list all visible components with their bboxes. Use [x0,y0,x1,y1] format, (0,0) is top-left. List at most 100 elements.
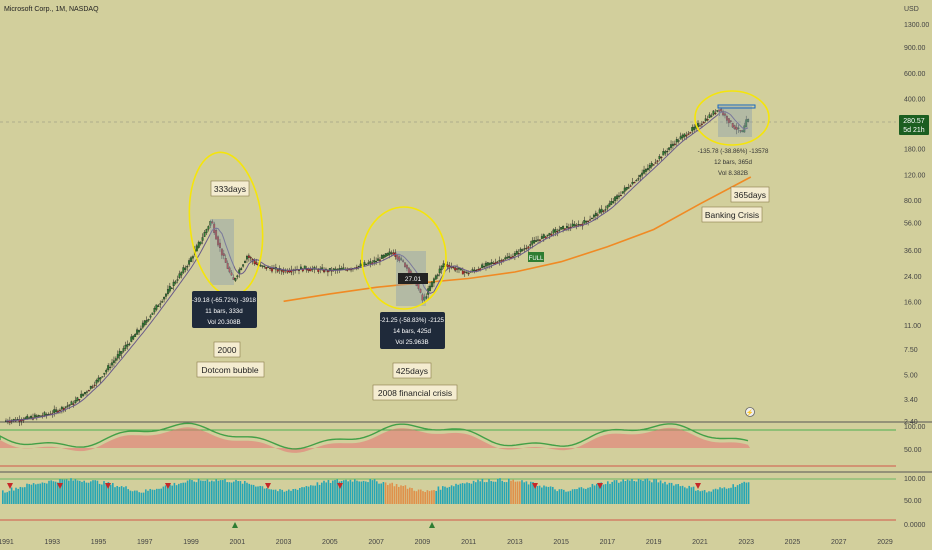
candle-body [105,369,108,373]
time-tick-label: 1991 [0,539,14,546]
candle-body [338,268,341,270]
candle-body [465,271,468,273]
osc2-bar [699,491,701,504]
osc2-bar [589,487,591,504]
osc2-bar [281,489,283,504]
candle-body [627,187,630,189]
time-tick-label: 2021 [692,539,708,546]
full-tag-label: FULL [529,256,544,262]
gfc-days-label: 425days [396,366,428,376]
gfc-tooltip [380,312,445,349]
osc2-bar [655,479,657,504]
candle-body [120,351,123,354]
dotcom-year-label: 2000 [218,345,237,355]
lightning-icon[interactable] [745,407,755,417]
candle-body [87,390,90,392]
osc2-bar [195,482,198,504]
candle-body [380,255,383,259]
candle-body [540,236,543,239]
osc2-bar [235,479,237,504]
osc2-bar [290,490,292,504]
osc2-bar [657,482,660,504]
time-tick-label: 2023 [738,539,754,546]
osc2-bar [455,483,457,504]
candle-body [103,372,106,375]
osc2-bar [547,486,550,504]
osc2-bar [576,489,578,504]
osc2-bar [373,479,376,504]
osc2-bar [54,481,57,504]
osc2-bar [367,482,369,504]
osc2-bar [65,479,68,504]
osc2-bar [233,481,235,504]
osc2-bar [433,490,435,504]
price-axis[interactable]: 1300.00 900.00 600.00 400.00 180.00 120.00 80.… [904,22,929,426]
candle-body [677,140,680,142]
osc2-bar [714,488,717,504]
osc2-bar [635,481,638,504]
osc2-bar [563,489,565,504]
osc2-bar [292,489,294,504]
osc2-bar [41,482,44,504]
candle-body [660,156,663,159]
candle-body [172,281,175,287]
osc2-bar [32,483,35,504]
osc2-bar [549,486,552,504]
time-axis[interactable]: 1991 1993 1995 1997 1999 2001 2003 2005 2007 2009… [0,539,893,546]
candle-body [542,234,545,238]
candle-body [693,126,696,130]
price-tick-label: 16.00 [904,299,922,306]
candle-body [149,315,152,318]
osc2-bar [633,481,635,504]
gfc-tooltip-line2: 14 bars, 425d [393,328,431,335]
candle-body [452,266,455,268]
candle-body [708,114,711,118]
osc2-bar [167,485,169,504]
candle-body [124,344,127,349]
time-tick-label: 2003 [276,539,292,546]
candle-body [619,194,622,197]
banking-days-box [730,186,770,203]
osc2-bar [739,484,741,504]
candle-body [673,143,676,145]
osc2-bar [21,487,24,504]
candle-body [662,151,665,156]
osc2-bar [395,484,398,504]
osc2-bar [703,490,706,504]
osc2-bar [378,483,380,504]
osc2-bar [327,479,330,504]
candle-body [691,127,694,132]
candle-body [727,118,730,124]
candle-body [720,108,723,112]
candle-body [602,210,605,212]
candle-body [390,252,393,254]
candle-body [473,269,476,272]
osc2-bar [582,488,585,504]
candle-body [722,111,725,116]
candle-body [205,229,208,234]
candle-body [242,264,245,267]
osc2-bar [268,489,270,504]
osc2-bar [325,482,327,504]
osc2-bar [129,490,132,504]
osc2-bar [483,482,486,504]
osc2-bar [673,485,675,504]
time-tick-label: 1993 [44,539,60,546]
osc2-bar [398,486,400,504]
osc2-bar [514,481,517,504]
osc2-bar [369,479,371,504]
oscillator-2-pane [0,478,896,528]
candle-body [255,262,258,265]
osc2-bar [521,480,523,504]
price-series-line [5,111,749,422]
lightning-icon-glyph: ⚡ [746,409,753,417]
candle-body [589,219,592,221]
candle-body [577,224,580,226]
time-tick-label: 2027 [831,539,847,546]
candle-body [573,224,576,227]
candle-body [97,377,100,382]
osc2-bar [356,480,358,504]
osc2-bar [244,480,246,504]
osc2-bar [596,483,598,504]
